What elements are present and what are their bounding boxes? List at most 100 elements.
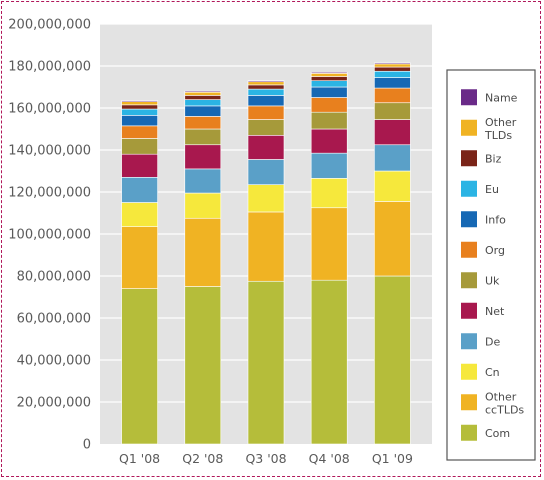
bar-segment xyxy=(184,95,222,100)
x-tick-label: Q1 '08 xyxy=(119,451,160,466)
y-tick-label: 180,000,000 xyxy=(8,60,91,75)
legend-swatch xyxy=(461,333,477,350)
legend-swatch xyxy=(461,89,477,106)
bar-segment xyxy=(374,275,411,445)
bar-segment xyxy=(247,159,285,185)
legend-label: Eu xyxy=(485,183,499,196)
bar-segment xyxy=(247,80,285,83)
bar-segment xyxy=(247,84,285,90)
legend-label: Uk xyxy=(485,274,500,287)
y-tick-label: 200,000,000 xyxy=(8,18,91,33)
bar-segment xyxy=(121,115,158,127)
y-tick-label: 120,000,000 xyxy=(8,186,91,201)
bar-segment xyxy=(310,152,348,179)
bar-segment xyxy=(121,108,158,116)
bar-segment xyxy=(184,286,222,445)
legend-label: Net xyxy=(485,305,505,318)
bar-segment xyxy=(184,128,222,146)
bar-segment xyxy=(247,184,285,213)
bar-segment xyxy=(184,144,222,170)
legend-label: Org xyxy=(485,244,505,257)
x-tick-label: Q4 '08 xyxy=(309,451,350,466)
bar-segment xyxy=(247,105,285,120)
legend-label: Com xyxy=(485,427,510,440)
legend-label: Info xyxy=(485,213,506,226)
bar-segment xyxy=(247,95,285,107)
bar-segment xyxy=(247,280,285,445)
bar-segment xyxy=(374,119,411,146)
y-tick-label: 140,000,000 xyxy=(8,144,91,159)
bar-segment xyxy=(310,86,348,98)
bar-segment xyxy=(184,192,222,219)
bar-segment xyxy=(310,72,348,74)
legend-swatch xyxy=(461,272,477,289)
x-tick-label: Q1 '09 xyxy=(372,451,413,466)
legend-swatch xyxy=(461,363,477,380)
legend-swatch xyxy=(461,302,477,319)
bar-segment xyxy=(121,104,158,110)
bar-segment xyxy=(184,116,222,130)
bar-segment xyxy=(310,128,348,154)
bar-segment xyxy=(184,91,222,96)
bar-segment xyxy=(184,105,222,117)
bar-segment xyxy=(247,211,285,282)
bar-segment xyxy=(374,77,411,89)
bar-segment xyxy=(121,125,158,139)
bar-segment xyxy=(121,177,158,203)
y-tick-label: 0 xyxy=(83,438,91,453)
y-tick-label: 20,000,000 xyxy=(17,396,91,411)
bar-segment xyxy=(374,144,411,172)
x-tick-label: Q3 '08 xyxy=(245,451,286,466)
bar-segment xyxy=(184,90,222,93)
bar-segment xyxy=(374,87,411,104)
bar-segment xyxy=(184,99,222,107)
legend-label: Other ccTLDs xyxy=(485,390,524,416)
bar-segment xyxy=(184,168,222,194)
bar-segment xyxy=(121,101,158,106)
bar-segment xyxy=(247,135,285,160)
bar-segment xyxy=(247,88,285,96)
bar-segment xyxy=(310,279,348,445)
y-tick-label: 160,000,000 xyxy=(8,102,91,117)
bar-segment xyxy=(121,288,158,445)
bar-segment xyxy=(374,201,411,277)
bar-segment xyxy=(374,62,411,65)
legend-label: Name xyxy=(485,91,518,104)
bar-segment xyxy=(374,66,411,72)
y-tick-label: 40,000,000 xyxy=(17,354,91,369)
legend-label: Other TLDs xyxy=(484,116,517,142)
bar-segment xyxy=(121,100,158,103)
bar-segment xyxy=(184,217,222,287)
legend-label: Biz xyxy=(485,152,502,165)
bar-segment xyxy=(374,170,411,202)
x-tick-label: Q2 '08 xyxy=(182,451,223,466)
bar-segment xyxy=(310,97,348,113)
legend-swatch xyxy=(461,211,477,228)
bar-segment xyxy=(374,102,411,120)
bar-segment xyxy=(310,76,348,81)
bar-segment xyxy=(247,119,285,136)
bar-segment xyxy=(121,226,158,289)
y-tick-label: 100,000,000 xyxy=(8,228,91,243)
legend-swatch xyxy=(461,180,477,197)
y-tick-label: 60,000,000 xyxy=(17,312,91,327)
bar-segment xyxy=(310,178,348,209)
bar-segment xyxy=(310,111,348,130)
bar-segment xyxy=(374,70,411,78)
bar-segment xyxy=(310,207,348,281)
bar-segment xyxy=(121,138,158,155)
y-tick-label: 80,000,000 xyxy=(17,270,91,285)
legend-swatch xyxy=(461,150,477,167)
legend-swatch xyxy=(461,241,477,258)
legend-swatch xyxy=(461,424,477,441)
legend-label: De xyxy=(485,335,500,348)
bar-segment xyxy=(310,73,348,77)
bar-segment xyxy=(121,202,158,227)
bar-segment xyxy=(374,63,411,68)
legend-label: Cn xyxy=(485,366,500,379)
legend-swatch xyxy=(461,394,477,411)
legend-swatch xyxy=(461,119,477,136)
bar-segment xyxy=(121,153,158,178)
